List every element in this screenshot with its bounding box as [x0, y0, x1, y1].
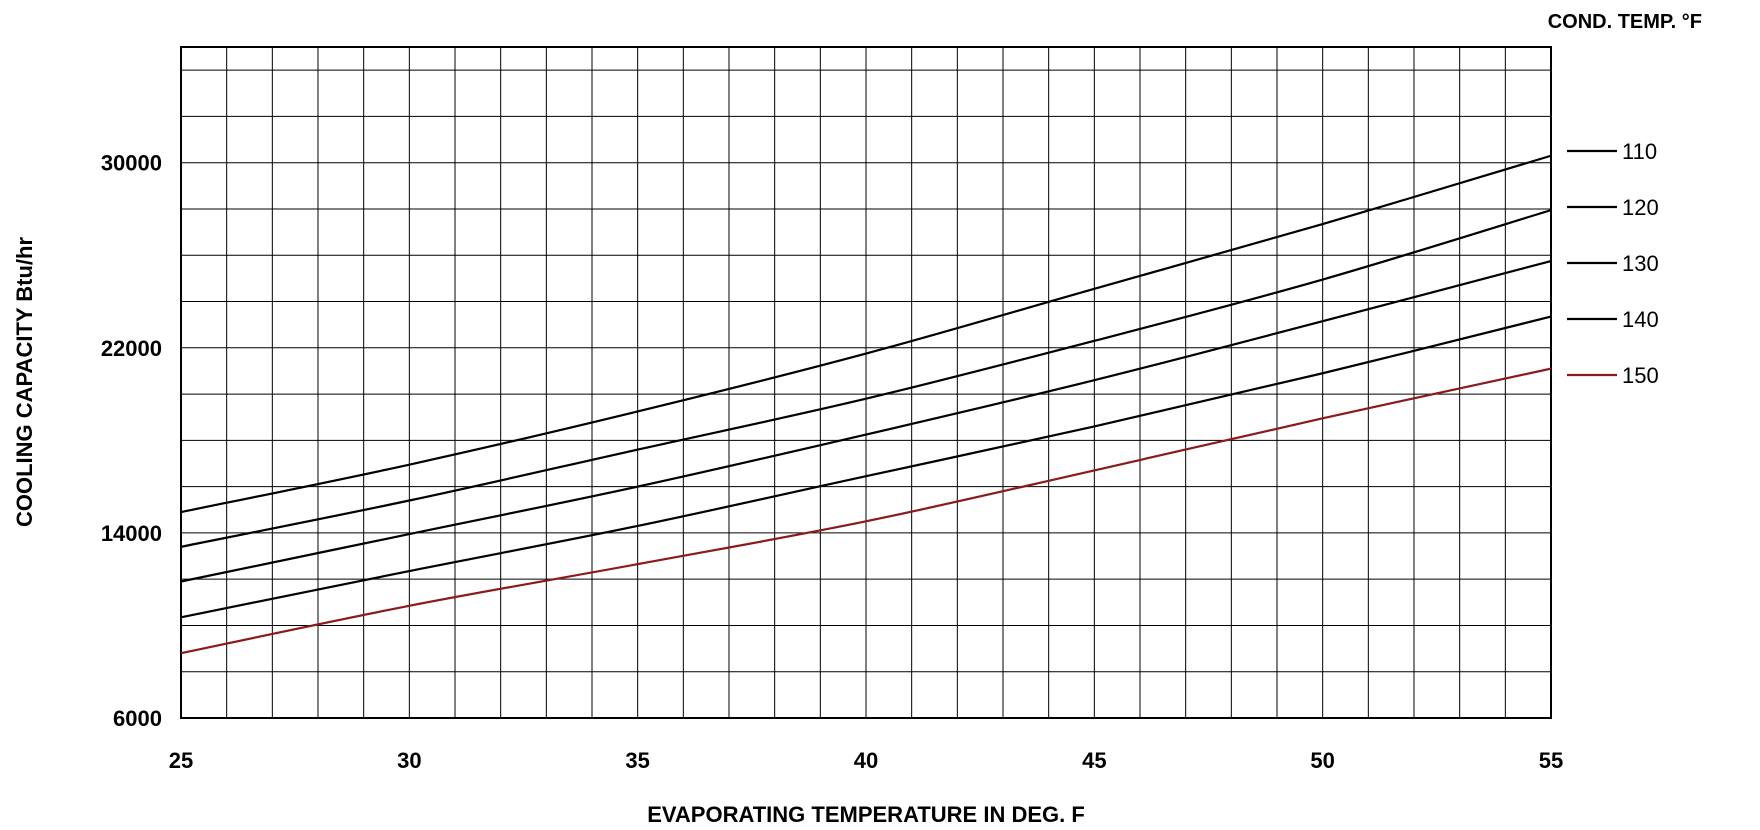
- y-tick-label: 6000: [113, 706, 162, 731]
- legend-label-140: 140: [1622, 307, 1659, 332]
- series-line-120: [180, 209, 1552, 548]
- series-line-110: [180, 154, 1552, 514]
- x-tick-label: 25: [169, 748, 193, 773]
- legend-title: COND. TEMP. °F: [1548, 11, 1702, 33]
- x-axis-label: EVAPORATING TEMPERATURE IN DEG. F: [647, 802, 1085, 827]
- legend-label-110: 110: [1622, 139, 1657, 164]
- series-line-140: [180, 315, 1552, 619]
- series-line-130: [180, 259, 1552, 583]
- x-tick-label: 30: [397, 748, 421, 773]
- x-tick-label: 35: [625, 748, 649, 773]
- legend: 110 120 130 140 150: [1567, 139, 1659, 388]
- series-line-150: [180, 367, 1552, 655]
- series-lines: [180, 154, 1552, 655]
- legend-label-120: 120: [1622, 195, 1659, 220]
- grid-lines: [181, 47, 1551, 718]
- y-axis-label: COOLING CAPACITY Btu/hr: [12, 237, 37, 528]
- legend-label-130: 130: [1622, 251, 1659, 276]
- x-tick-label: 55: [1539, 748, 1563, 773]
- y-tick-label: 22000: [101, 336, 162, 361]
- x-tick-label: 50: [1310, 748, 1334, 773]
- plot-area-frame: [180, 46, 1552, 719]
- x-tick-label: 40: [854, 748, 878, 773]
- y-tick-label: 14000: [101, 521, 162, 546]
- x-tick-labels: 25 30 35 40 45 50 55: [169, 748, 1563, 773]
- y-tick-labels: 6000 14000 22000 30000: [101, 151, 162, 731]
- legend-label-150: 150: [1622, 363, 1659, 388]
- y-tick-label: 30000: [101, 151, 162, 176]
- x-tick-label: 45: [1082, 748, 1106, 773]
